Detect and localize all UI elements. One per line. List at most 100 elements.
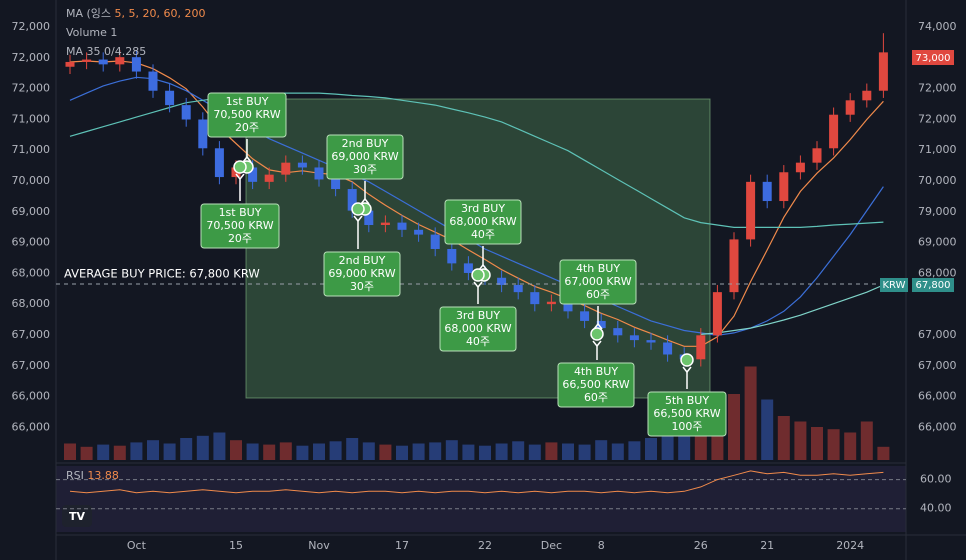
right-axis-label: 66,000 (918, 390, 957, 403)
annotation-text: 70,500 KRW (213, 108, 280, 121)
candle-body (281, 162, 291, 175)
arrow-head (353, 215, 363, 223)
volume-bar (645, 438, 657, 460)
candle-body (596, 320, 606, 329)
right-axis-label: 71,000 (918, 143, 957, 156)
buy-marker (590, 327, 604, 341)
right-axis-label: 70,000 (918, 174, 957, 187)
annotation-text: 40주 (466, 335, 490, 348)
volume-bar (279, 442, 292, 460)
candle-body (795, 162, 805, 173)
volume-bar (628, 441, 641, 460)
annotation-text: 1st BUY (226, 95, 269, 108)
right-axis-label: 68,000 (918, 266, 957, 279)
average-tag (912, 278, 954, 292)
candle-body (447, 248, 457, 264)
volume-bar (844, 432, 857, 460)
rsi-tick-label: 40.00 (920, 502, 952, 515)
annotation-box (200, 203, 280, 249)
candle-body (148, 71, 158, 91)
volume-bar (296, 445, 309, 460)
candle-body (380, 222, 390, 226)
candle-body (862, 90, 872, 101)
volume-bar (860, 421, 873, 460)
volume-bar (213, 432, 226, 460)
buy-marker (680, 353, 694, 367)
volume-bar (777, 416, 790, 460)
volume-bar (80, 446, 93, 460)
annotation-text: 60주 (586, 288, 610, 301)
volume-bar (396, 445, 408, 460)
volume-bar (545, 442, 558, 460)
x-tick-label: 2024 (836, 539, 864, 552)
arrow-head (682, 366, 692, 374)
buy-marker (351, 202, 365, 216)
arrow-head (473, 281, 483, 289)
average-label: AVERAGE BUY PRICE: 67,800 KRW (64, 267, 260, 281)
volume-bar (811, 427, 823, 460)
volume-bar (329, 441, 342, 460)
arrow-head (242, 155, 252, 163)
arrow-head (592, 340, 602, 348)
candle-body (131, 57, 141, 72)
candle-body (613, 328, 623, 336)
left-axis-label: 67,000 (12, 359, 51, 372)
annotation-text: 4th BUY (574, 365, 618, 378)
logo-text: TV (69, 510, 86, 523)
volume-bar (97, 444, 110, 460)
volume-bar (761, 399, 774, 460)
rsi-label: RSI (66, 469, 84, 482)
x-tick-label: 8 (598, 539, 605, 552)
right-axis-label: 69,000 (918, 236, 957, 249)
ma-line (700, 284, 884, 335)
annotation-text: 3rd BUY (461, 202, 505, 215)
left-axis-label: 70,000 (12, 174, 51, 187)
volume-bar (412, 443, 425, 460)
arrow-head (593, 322, 603, 330)
left-axis-label: 69,000 (12, 205, 51, 218)
annotation-box (323, 251, 401, 297)
candle-body (347, 189, 357, 211)
annotation-text: 2nd BUY (342, 137, 389, 150)
rsi-line (69, 470, 884, 494)
candle-body (546, 301, 556, 305)
volume-bar (877, 446, 890, 460)
candle-body (530, 292, 540, 305)
ma-legend-periods: 5, 5, 20, 60, 200 (115, 7, 206, 20)
rsi-tick-label: 60.00 (920, 473, 952, 486)
candle-body (364, 210, 374, 226)
x-tick-label: 22 (478, 539, 492, 552)
annotation-box (557, 362, 635, 408)
candle-body (663, 342, 673, 355)
volume-bar (611, 443, 624, 460)
candle-body (497, 277, 507, 285)
currency-tag (880, 278, 908, 292)
last-price-tag (912, 50, 954, 65)
volume-bar (678, 432, 691, 460)
left-axis-label: 72,000 (12, 82, 51, 95)
x-tick-label: Oct (127, 539, 147, 552)
volume-bar (827, 429, 840, 460)
volume-bar (429, 442, 442, 460)
ma-line (69, 60, 884, 347)
logo (62, 505, 92, 527)
left-axis-label: 66,000 (12, 390, 51, 403)
candle-body (779, 172, 789, 202)
candle-body (397, 222, 407, 230)
ma-legend-label: MA (잉스 (66, 7, 111, 20)
annotation-text: 100주 (671, 420, 702, 433)
volume-bar (512, 441, 525, 460)
left-axis-label: 68,000 (12, 297, 51, 310)
volume-bar (528, 444, 541, 460)
candle-body (762, 181, 772, 202)
left-axis-label: 67,000 (12, 328, 51, 341)
annotation-box (439, 306, 517, 352)
candle-body (812, 148, 822, 163)
currency-tag-text: KRW (883, 280, 906, 291)
candle-body (331, 179, 341, 190)
buy-marker (471, 268, 485, 282)
candle-body (430, 234, 440, 249)
annotation-text: 1st BUY (219, 206, 262, 219)
annotation-text: 69,000 KRW (331, 150, 398, 163)
volume-bar (462, 444, 475, 460)
